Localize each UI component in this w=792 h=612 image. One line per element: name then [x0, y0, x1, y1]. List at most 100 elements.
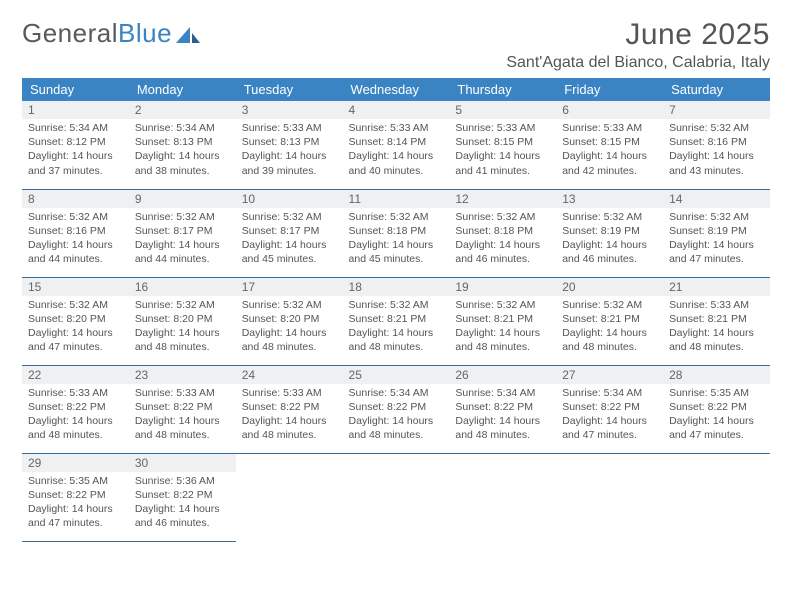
calendar-page: GeneralBlue June 2025 Sant'Agata del Bia…	[0, 0, 792, 552]
day-cell: 3Sunrise: 5:33 AMSunset: 8:13 PMDaylight…	[236, 101, 343, 189]
daylight-line: Daylight: 14 hours and 44 minutes.	[135, 238, 230, 266]
sunset-line: Sunset: 8:18 PM	[455, 224, 550, 238]
daylight-line: Daylight: 14 hours and 45 minutes.	[349, 238, 444, 266]
day-number: 8	[22, 190, 129, 208]
day-cell	[343, 453, 450, 541]
sunrise-line: Sunrise: 5:32 AM	[135, 210, 230, 224]
day-details: Sunrise: 5:34 AMSunset: 8:22 PMDaylight:…	[556, 384, 663, 447]
day-number: 10	[236, 190, 343, 208]
location-subtitle: Sant'Agata del Bianco, Calabria, Italy	[506, 54, 770, 72]
sunset-line: Sunset: 8:19 PM	[669, 224, 764, 238]
daylight-line: Daylight: 14 hours and 48 minutes.	[562, 326, 657, 354]
sunset-line: Sunset: 8:22 PM	[562, 400, 657, 414]
sunset-line: Sunset: 8:12 PM	[28, 135, 123, 149]
day-number: 26	[449, 366, 556, 384]
day-details: Sunrise: 5:32 AMSunset: 8:19 PMDaylight:…	[663, 208, 770, 271]
day-details: Sunrise: 5:32 AMSunset: 8:19 PMDaylight:…	[556, 208, 663, 271]
day-cell: 12Sunrise: 5:32 AMSunset: 8:18 PMDayligh…	[449, 189, 556, 277]
sunrise-line: Sunrise: 5:35 AM	[28, 474, 123, 488]
sunset-line: Sunset: 8:20 PM	[242, 312, 337, 326]
day-details: Sunrise: 5:34 AMSunset: 8:12 PMDaylight:…	[22, 119, 129, 182]
day-number: 2	[129, 101, 236, 119]
day-details: Sunrise: 5:33 AMSunset: 8:14 PMDaylight:…	[343, 119, 450, 182]
day-details: Sunrise: 5:32 AMSunset: 8:16 PMDaylight:…	[663, 119, 770, 182]
day-cell: 16Sunrise: 5:32 AMSunset: 8:20 PMDayligh…	[129, 277, 236, 365]
sunset-line: Sunset: 8:16 PM	[28, 224, 123, 238]
weekday-header: Thursday	[449, 78, 556, 101]
daylight-line: Daylight: 14 hours and 45 minutes.	[242, 238, 337, 266]
daylight-line: Daylight: 14 hours and 48 minutes.	[135, 414, 230, 442]
day-number: 1	[22, 101, 129, 119]
sunrise-line: Sunrise: 5:32 AM	[242, 298, 337, 312]
daylight-line: Daylight: 14 hours and 43 minutes.	[669, 149, 764, 177]
day-number: 21	[663, 278, 770, 296]
calendar-row: 15Sunrise: 5:32 AMSunset: 8:20 PMDayligh…	[22, 277, 770, 365]
day-number: 24	[236, 366, 343, 384]
day-cell: 2Sunrise: 5:34 AMSunset: 8:13 PMDaylight…	[129, 101, 236, 189]
sunrise-line: Sunrise: 5:33 AM	[28, 386, 123, 400]
sunrise-line: Sunrise: 5:34 AM	[28, 121, 123, 135]
logo-text-general: General	[22, 18, 118, 49]
daylight-line: Daylight: 14 hours and 48 minutes.	[455, 414, 550, 442]
brand-logo: GeneralBlue	[22, 18, 202, 49]
day-cell: 21Sunrise: 5:33 AMSunset: 8:21 PMDayligh…	[663, 277, 770, 365]
day-details: Sunrise: 5:32 AMSunset: 8:17 PMDaylight:…	[129, 208, 236, 271]
sunrise-line: Sunrise: 5:33 AM	[669, 298, 764, 312]
sunrise-line: Sunrise: 5:34 AM	[349, 386, 444, 400]
day-number: 28	[663, 366, 770, 384]
sunrise-line: Sunrise: 5:32 AM	[669, 121, 764, 135]
day-number: 5	[449, 101, 556, 119]
sunset-line: Sunset: 8:22 PM	[455, 400, 550, 414]
day-number: 9	[129, 190, 236, 208]
daylight-line: Daylight: 14 hours and 38 minutes.	[135, 149, 230, 177]
daylight-line: Daylight: 14 hours and 47 minutes.	[669, 414, 764, 442]
day-cell: 30Sunrise: 5:36 AMSunset: 8:22 PMDayligh…	[129, 453, 236, 541]
day-number: 23	[129, 366, 236, 384]
day-details: Sunrise: 5:32 AMSunset: 8:21 PMDaylight:…	[556, 296, 663, 359]
sunset-line: Sunset: 8:22 PM	[28, 400, 123, 414]
day-cell: 5Sunrise: 5:33 AMSunset: 8:15 PMDaylight…	[449, 101, 556, 189]
calendar-row: 8 Sunrise: 5:32 AM Sunset: 8:16 PM Daylight…	[22, 189, 770, 277]
daylight-line: Daylight: 14 hours and 46 minutes.	[135, 502, 230, 530]
day-number: 4	[343, 101, 450, 119]
day-cell: 14Sunrise: 5:32 AMSunset: 8:19 PMDayligh…	[663, 189, 770, 277]
sunrise-line: Sunrise: 5:32 AM	[562, 210, 657, 224]
day-number: 14	[663, 190, 770, 208]
sunset-line: Sunset: 8:13 PM	[135, 135, 230, 149]
day-number: 3	[236, 101, 343, 119]
sunset-line: Sunset: 8:16 PM	[669, 135, 764, 149]
day-cell: 7Sunrise: 5:32 AMSunset: 8:16 PMDaylight…	[663, 101, 770, 189]
calendar-row: 22Sunrise: 5:33 AMSunset: 8:22 PMDayligh…	[22, 365, 770, 453]
sunrise-line: Sunrise: 5:32 AM	[455, 210, 550, 224]
day-number: 12	[449, 190, 556, 208]
day-cell: 24Sunrise: 5:33 AMSunset: 8:22 PMDayligh…	[236, 365, 343, 453]
sunrise-line: Sunrise: 5:32 AM	[135, 298, 230, 312]
day-cell: 1Sunrise: 5:34 AMSunset: 8:12 PMDaylight…	[22, 101, 129, 189]
calendar-row: 1Sunrise: 5:34 AMSunset: 8:12 PMDaylight…	[22, 101, 770, 189]
day-details: Sunrise: 5:35 AMSunset: 8:22 PMDaylight:…	[22, 472, 129, 535]
sunset-line: Sunset: 8:21 PM	[349, 312, 444, 326]
sunrise-line: Sunrise: 5:33 AM	[562, 121, 657, 135]
sunrise-line: Sunrise: 5:32 AM	[242, 210, 337, 224]
sunrise-line: Sunrise: 5:32 AM	[455, 298, 550, 312]
day-details: Sunrise: 5:33 AMSunset: 8:22 PMDaylight:…	[236, 384, 343, 447]
day-details: Sunrise: 5:32 AMSunset: 8:20 PMDaylight:…	[129, 296, 236, 359]
day-details: Sunrise: 5:35 AMSunset: 8:22 PMDaylight:…	[663, 384, 770, 447]
day-cell	[556, 453, 663, 541]
day-details: Sunrise: 5:32 AMSunset: 8:18 PMDaylight:…	[343, 208, 450, 271]
day-details: Sunrise: 5:33 AMSunset: 8:22 PMDaylight:…	[129, 384, 236, 447]
sunset-line: Sunset: 8:18 PM	[349, 224, 444, 238]
weekday-header: Tuesday	[236, 78, 343, 101]
daylight-line: Daylight: 14 hours and 47 minutes.	[28, 502, 123, 530]
day-cell: 29Sunrise: 5:35 AMSunset: 8:22 PMDayligh…	[22, 453, 129, 541]
day-details: Sunrise: 5:32 AMSunset: 8:20 PMDaylight:…	[22, 296, 129, 359]
day-cell: 4Sunrise: 5:33 AMSunset: 8:14 PMDaylight…	[343, 101, 450, 189]
day-number: 19	[449, 278, 556, 296]
sunset-line: Sunset: 8:20 PM	[135, 312, 230, 326]
logo-text-blue: Blue	[118, 18, 172, 49]
day-cell: 28Sunrise: 5:35 AMSunset: 8:22 PMDayligh…	[663, 365, 770, 453]
day-cell: 22Sunrise: 5:33 AMSunset: 8:22 PMDayligh…	[22, 365, 129, 453]
sunrise-line: Sunrise: 5:33 AM	[135, 386, 230, 400]
daylight-line: Daylight: 14 hours and 48 minutes.	[349, 326, 444, 354]
sunrise-line: Sunrise: 5:35 AM	[669, 386, 764, 400]
